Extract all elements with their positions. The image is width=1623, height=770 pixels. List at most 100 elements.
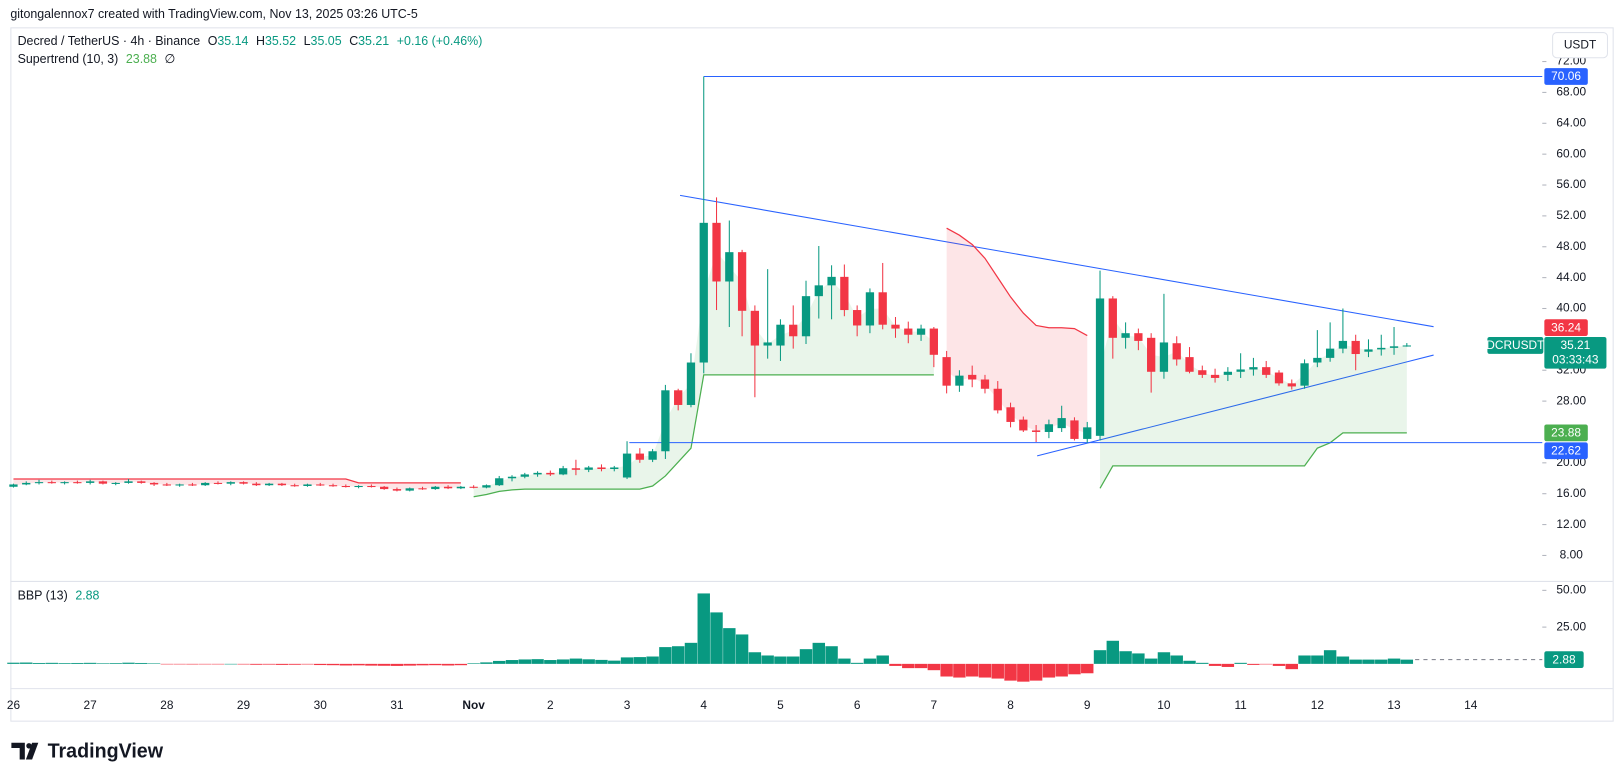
- candle-body: [942, 357, 951, 386]
- candle-body: [699, 222, 708, 363]
- candle-body: [1351, 340, 1360, 355]
- candle-body: [137, 481, 146, 483]
- bbp-bar: [58, 663, 71, 664]
- ohlc-value: 35.52: [265, 34, 296, 48]
- ohlc-key: O: [208, 34, 218, 48]
- bbp-bar: [173, 663, 186, 665]
- indicator-name: Supertrend (10, 3): [18, 52, 119, 66]
- x-tick-label: 12: [1311, 698, 1325, 712]
- bbp-bar: [1183, 660, 1196, 664]
- candle-body: [405, 488, 414, 491]
- candle-body: [558, 468, 568, 475]
- candle-body: [98, 481, 108, 484]
- bbp-bar: [224, 663, 237, 665]
- candle-body: [1389, 346, 1399, 348]
- candle-body: [469, 486, 478, 488]
- bbp-bar: [1055, 663, 1068, 677]
- y-tick-label: 12.00: [1556, 517, 1586, 531]
- bbp-bar: [1144, 658, 1158, 664]
- candle-body: [635, 453, 644, 460]
- candle-body: [840, 276, 849, 311]
- candle-body: [316, 484, 325, 486]
- candle-body: [9, 484, 18, 487]
- bbp-bar: [1106, 640, 1120, 664]
- bbp-bar: [1017, 663, 1030, 682]
- candle-body: [252, 483, 261, 486]
- bbp-bar: [429, 663, 442, 666]
- x-tick-label: 28: [160, 698, 174, 712]
- bbp-bar: [927, 663, 941, 671]
- bbp-bar: [991, 663, 1004, 679]
- candle-body: [1121, 333, 1130, 338]
- candle-body: [789, 324, 798, 337]
- candle-body: [1325, 348, 1335, 358]
- bbp-bar: [569, 658, 583, 664]
- candle-body: [162, 484, 171, 486]
- candle-body: [277, 483, 287, 486]
- indicator-value: 23.88: [126, 52, 157, 66]
- candle-body: [674, 390, 683, 405]
- price-label: 22.62: [1551, 443, 1581, 457]
- bbp-bar: [1349, 659, 1362, 664]
- candle-body: [533, 472, 542, 475]
- candle-body: [47, 482, 56, 484]
- candle-body: [1313, 357, 1322, 363]
- bbp-bar: [352, 663, 365, 666]
- bbp-bar: [237, 663, 250, 665]
- currency-box[interactable]: [1552, 32, 1608, 59]
- bbp-bar: [876, 655, 889, 664]
- candle-body: [354, 485, 363, 488]
- logo-mark: [25, 742, 39, 760]
- bbp-bar: [620, 657, 634, 664]
- bbp-bar: [953, 663, 966, 678]
- candle-body: [1274, 372, 1284, 384]
- bbp-bar: [1196, 662, 1209, 664]
- x-tick-label: 9: [1084, 698, 1091, 712]
- x-tick-label: 13: [1387, 698, 1401, 712]
- last-price-box: [1544, 337, 1607, 369]
- bbp-bar: [1157, 652, 1171, 664]
- ohlc-key: L: [304, 34, 311, 48]
- bbp-bar: [697, 593, 710, 664]
- candle-body: [418, 488, 427, 490]
- bbp-bar: [505, 660, 519, 664]
- candle-body: [584, 467, 593, 470]
- y-tick-label: 68.00: [1556, 85, 1586, 99]
- bbp-bar: [646, 656, 659, 664]
- candle-body: [124, 481, 133, 483]
- bbp-bar: [608, 660, 621, 664]
- bbp-bar: [1247, 663, 1260, 665]
- candle-body: [725, 252, 734, 282]
- candle-body: [737, 252, 747, 311]
- x-tick-label: 7: [931, 698, 938, 712]
- bbp-bar: [1042, 663, 1056, 678]
- candle-body: [916, 328, 926, 335]
- candle-body: [443, 486, 453, 489]
- candle-body: [290, 485, 299, 487]
- logo: [11, 742, 39, 760]
- bbp-bar: [978, 663, 992, 678]
- countdown: 03:33:43: [1552, 352, 1599, 366]
- bbp-bar: [825, 646, 838, 664]
- bbp-bar: [1387, 658, 1401, 664]
- y-tick-label: 8.00: [1560, 548, 1583, 562]
- bbp-name: BBP (13): [18, 589, 68, 603]
- bbp-bar: [812, 642, 826, 664]
- candle-body: [188, 484, 197, 486]
- x-tick-label: 29: [237, 698, 251, 712]
- currency[interactable]: USDT: [1564, 37, 1597, 51]
- bbp-bar: [441, 663, 455, 666]
- bbp-bar: [1068, 663, 1081, 675]
- bbp-bar: [480, 662, 493, 664]
- bbp-bar: [45, 662, 59, 664]
- bbp-bar: [850, 662, 864, 664]
- x-tick-label: 14: [1464, 698, 1478, 712]
- bbp-bar: [135, 662, 148, 664]
- candle-body: [1364, 349, 1373, 352]
- candle-body: [1108, 298, 1117, 338]
- bbp-bar: [735, 634, 749, 664]
- plot-layer: 72.0068.0064.0060.0056.0052.0048.0044.00…: [7, 54, 1607, 712]
- candle-body: [431, 486, 440, 490]
- y-tick-label: 44.00: [1556, 270, 1586, 284]
- x-tick-label: 2: [547, 698, 554, 712]
